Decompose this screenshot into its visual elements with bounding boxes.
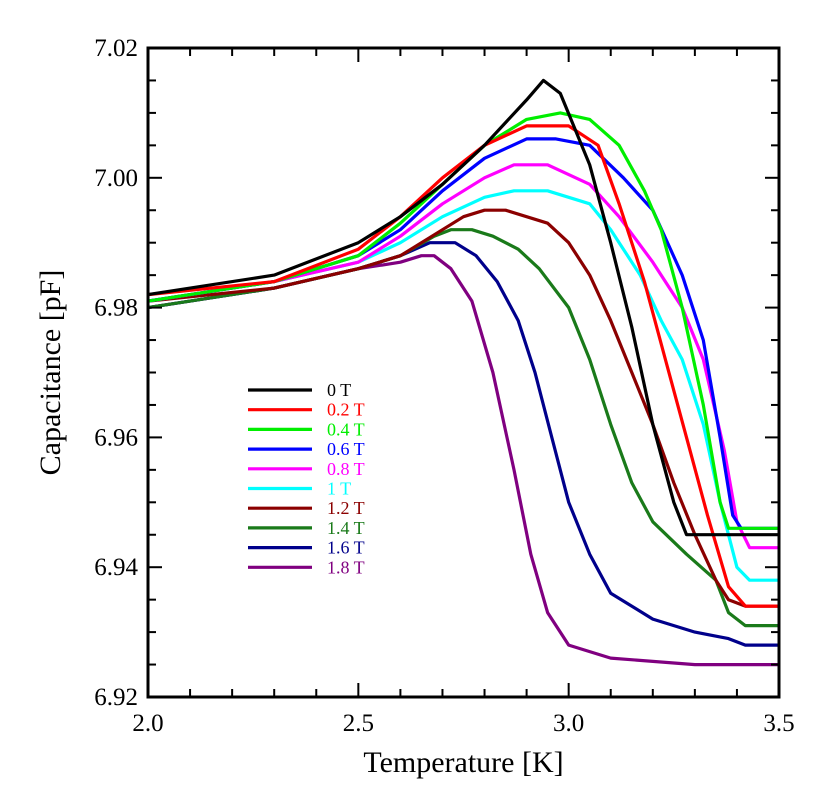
series-line-0-6-t: [147, 137, 779, 530]
y-tick-label: 6.94: [94, 554, 138, 581]
plot-frame: [146, 46, 781, 699]
series-layer: [147, 78, 779, 667]
y-tick-label: 7.02: [94, 35, 138, 62]
y-tick-label: 6.92: [94, 684, 138, 711]
legend: 0 T0.2 T0.4 T0.6 T0.8 T1 T1.2 T1.4 T1.6 …: [248, 380, 365, 577]
x-tick-label: 3.0: [553, 710, 584, 737]
legend-label: 0.4 T: [327, 419, 365, 439]
legend-label: 1.2 T: [327, 498, 365, 518]
y-tick-label: 7.00: [94, 165, 138, 192]
y-tick-label: 6.98: [94, 295, 138, 322]
legend-label: 0.2 T: [327, 400, 365, 420]
series-line-0-2-t: [147, 124, 779, 608]
ticks-layer: 2.0 2.5 3.0 3.5 6.92 6.94 6.96 6.98 7.00 7.02: [94, 35, 794, 737]
series-line-1-8-t: [147, 254, 779, 667]
legend-label: 1.8 T: [327, 557, 365, 577]
legend-label: 0.8 T: [327, 459, 365, 479]
series-line-0-t: [147, 78, 779, 537]
series-line-0-4-t: [147, 111, 779, 530]
y-axis-title: Capacitance [pF]: [34, 270, 67, 476]
legend-label: 0.6 T: [327, 439, 365, 459]
legend-label: 1 T: [327, 479, 351, 499]
legend-label: 0 T: [327, 380, 351, 400]
series-line-1-6-t: [147, 241, 779, 647]
y-tick-label: 6.96: [94, 424, 138, 451]
legend-label: 1.6 T: [327, 538, 365, 558]
series-line-0-8-t: [147, 163, 779, 550]
series-line-1-2-t: [147, 208, 779, 608]
x-tick-label: 2.0: [132, 710, 163, 737]
x-axis-title: Temperature [K]: [363, 746, 563, 779]
x-tick-label: 2.5: [343, 710, 374, 737]
legend-label: 1.4 T: [327, 518, 365, 538]
x-tick-label: 3.5: [763, 710, 794, 737]
